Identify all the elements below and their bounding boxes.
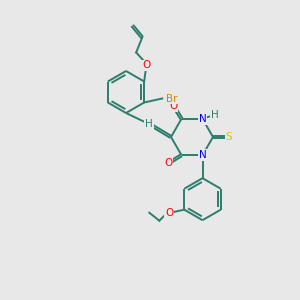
Text: H: H bbox=[211, 110, 218, 120]
Text: N: N bbox=[199, 114, 206, 124]
Text: O: O bbox=[169, 101, 178, 111]
Text: S: S bbox=[226, 132, 232, 142]
Text: Br: Br bbox=[166, 94, 178, 103]
Text: N: N bbox=[199, 150, 206, 160]
Text: O: O bbox=[164, 158, 172, 168]
Text: H: H bbox=[145, 119, 153, 129]
Text: O: O bbox=[165, 208, 173, 218]
Text: O: O bbox=[142, 61, 150, 70]
